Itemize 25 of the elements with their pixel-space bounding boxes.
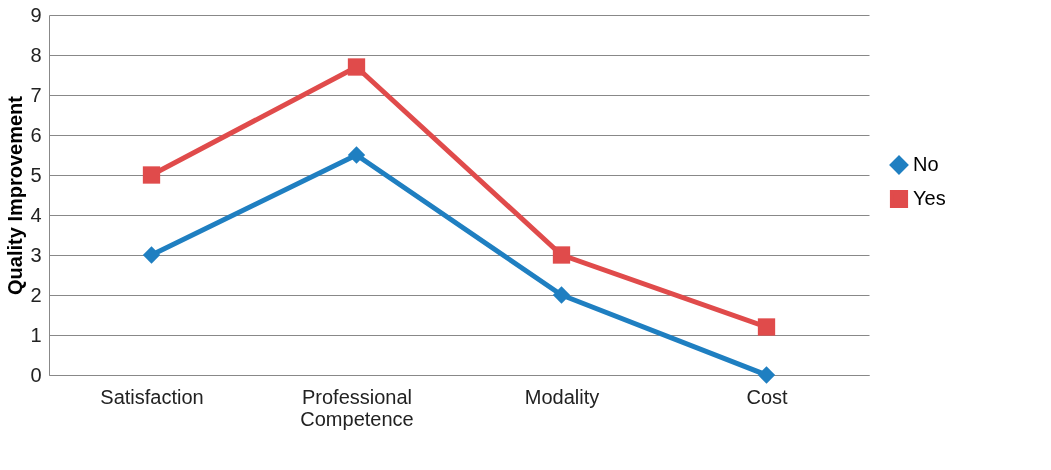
x-tick-label: Modality — [524, 385, 600, 408]
point — [552, 246, 571, 264]
y-tick-label: 6 — [30, 123, 42, 146]
y-tick-label: 4 — [30, 203, 42, 226]
y-tick-label: 8 — [30, 43, 42, 66]
x-tick-label: Professional Competence — [300, 385, 414, 430]
y-tick-label: 3 — [30, 243, 42, 266]
point — [347, 146, 366, 164]
y-tick-label: 2 — [30, 283, 42, 306]
y-tick-label: 7 — [30, 83, 42, 106]
y-axis-title: Quality Improvement — [4, 95, 27, 295]
x-tick-label: Cost — [746, 385, 788, 408]
point — [552, 286, 571, 304]
x-tick-label: Satisfaction — [100, 385, 204, 408]
y-tick-label: 5 — [30, 163, 42, 186]
point — [142, 166, 161, 184]
y-tick-label: 1 — [30, 323, 42, 346]
legend-label: No — [913, 153, 939, 175]
point — [142, 246, 161, 264]
y-tick-label: 0 — [30, 363, 42, 386]
point — [347, 58, 366, 76]
point — [757, 318, 776, 336]
y-tick-label: 9 — [30, 3, 42, 26]
point — [757, 366, 776, 384]
legend-label: Yes — [913, 187, 946, 209]
